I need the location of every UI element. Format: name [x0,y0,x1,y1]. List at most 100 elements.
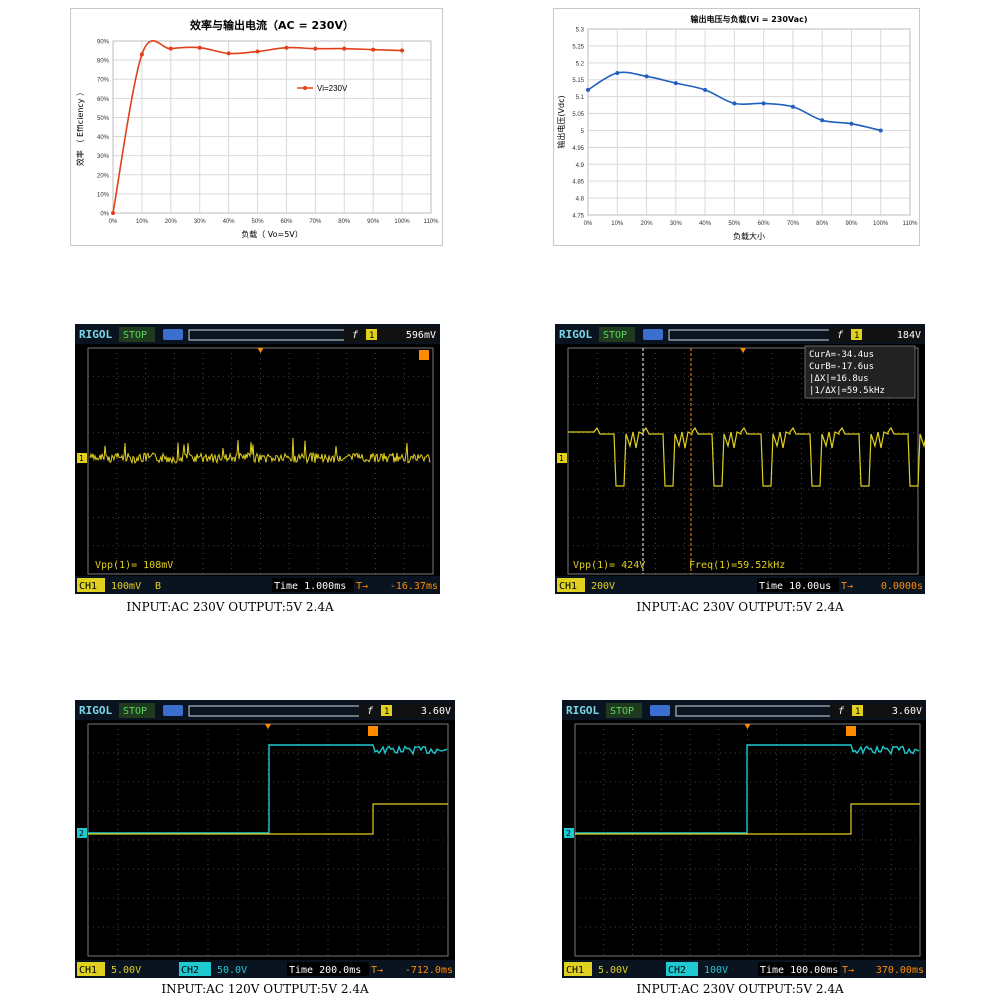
trigger-channel: 1 [854,331,859,341]
status-box [606,703,642,718]
x-tick-label: 70% [787,221,800,227]
y-axis-label: 输出电压(Vdc) [556,95,566,148]
y-tick-label: 4.95 [572,146,584,152]
brand-label: RIGOL [79,328,112,341]
ch1-label: CH1 [559,581,577,592]
channel-ground-marker [77,453,87,463]
status-label: STOP [123,706,147,717]
cursor-readout: CurA=-34.4us [809,350,874,360]
scope-3-screen: RIGOL STOP f 1 3.60V CH1 5.00V CH2 50.0V Time 200… [75,700,455,978]
ch2-badge [666,962,698,976]
timebase-label: Time 100.00ms [760,965,838,976]
data-point [820,118,825,123]
x-tick-label: 20% [641,221,654,227]
x-tick-label: 80% [338,219,351,225]
y-tick-label: 4.9 [576,163,585,169]
ch1-label: CH1 [566,965,584,976]
trigger-position-marker [740,348,746,353]
trigger-edge-icon: f [352,330,359,341]
data-point [168,46,173,51]
data-point [226,51,231,56]
trigger-channel: 1 [855,707,860,717]
y-tick-label: 5.2 [576,61,585,67]
trigger-position-marker [265,724,271,729]
chart-title: 效率与输出电流（AC = 230V） [190,18,354,32]
ch1-scale: 5.00V [111,965,141,976]
trigger-time-marker [368,726,378,736]
x-tick-label: 30% [670,221,683,227]
status-box [119,703,155,718]
data-point [878,128,883,133]
x-tick-label: 0% [584,221,593,227]
trigger-value: 3.60V [421,706,451,717]
x-tick-label: 80% [816,221,829,227]
ch1-bw-mark: B [155,581,161,592]
channel-marker-label: 2 [566,829,571,838]
ch1-badge [564,962,592,976]
ch2-input-trace [575,744,920,834]
trigger-offset: -712.0ms [405,965,453,976]
trigger-offset: -16.37ms [390,581,438,592]
data-point [761,101,766,106]
x-tick-label: 110% [903,221,919,227]
channel-ground-marker [564,828,574,838]
x-tick-label: 50% [728,221,741,227]
plot-area [112,40,432,214]
y-tick-label: 20% [97,173,110,179]
x-tick-label: 0% [109,219,118,225]
y-tick-label: 90% [97,40,110,46]
timebase-label: Time 1.000ms [274,581,346,592]
trigger-value: 3.60V [892,706,922,717]
status-label: STOP [123,330,147,341]
x-tick-label: 40% [699,221,712,227]
cursor-readout: CurB=-17.6us [809,362,874,372]
ch1-ripple-trace [89,437,431,465]
ch2-scale: 50.0V [217,965,247,976]
x-tick-label: 70% [309,219,322,225]
efficiency-chart: 0% 10% 20% 30% 40% 50% 60% 70% 80% 90% 0% 10% 20% 30%… [70,8,443,246]
graticule [87,347,434,575]
series-line [112,40,403,214]
y-tick-label: 30% [97,154,110,160]
ch1-label: CH1 [79,965,97,976]
ch1-scale: 100mV [111,581,141,592]
trigger-value: 596mV [406,330,436,341]
trigger-offset-icon: T→ [371,965,383,976]
voltage-chart-svg: 4.75 4.8 4.85 4.9 4.95 5 5.05 5.1 5.15 5.2 5.25 5.3… [556,14,919,241]
ch1-badge [557,578,585,592]
scope-2-caption: INPUT:AC 230V OUTPUT:5V 2.4A [636,600,844,614]
x-tick-label: 100% [394,219,410,225]
y-tick-label: 70% [97,78,110,84]
data-point [644,74,649,79]
channel-ground-marker [77,828,87,838]
trigger-position-marker [744,724,751,729]
trigger-value: 184V [897,330,921,341]
trigger-channel-box [852,705,863,716]
x-tick-label: 60% [280,219,293,225]
trigger-offset-icon: T→ [842,965,854,976]
ch2-input-trace [88,744,448,834]
x-tick-label: 90% [845,221,858,227]
y-tick-label: 5.1 [576,95,585,101]
timebase-box [757,578,839,592]
y-tick-label: 4.75 [572,214,584,220]
y-tick-label: 5.25 [572,44,584,50]
ch2-badge [179,962,211,976]
data-point [313,46,318,51]
trigger-channel-box [851,329,862,340]
ch1-switching-trace [568,426,925,487]
x-tick-label: 110% [424,219,440,225]
legend-label: Vi=230V [317,84,348,93]
scope-4-screen: RIGOL STOP f 1 3.60V CH1 5.00V CH2 100V Time 100.… [562,700,926,978]
chart-title: 输出电压与负载(Vi = 230Vac) [691,14,808,24]
legend-marker [303,86,307,90]
timebase-label: Time 200.0ms [289,965,361,976]
status-label: STOP [603,330,627,341]
x-axis-label: 负载（ Vo=5V） [241,229,303,239]
trigger-edge-icon: f [838,706,845,717]
y-tick-label: 5.15 [572,78,584,84]
usb-icon [163,705,183,716]
vpp-measurement: Vpp(1)= 108mV [95,560,173,571]
trigger-channel-box [381,705,392,716]
data-point [284,45,289,50]
